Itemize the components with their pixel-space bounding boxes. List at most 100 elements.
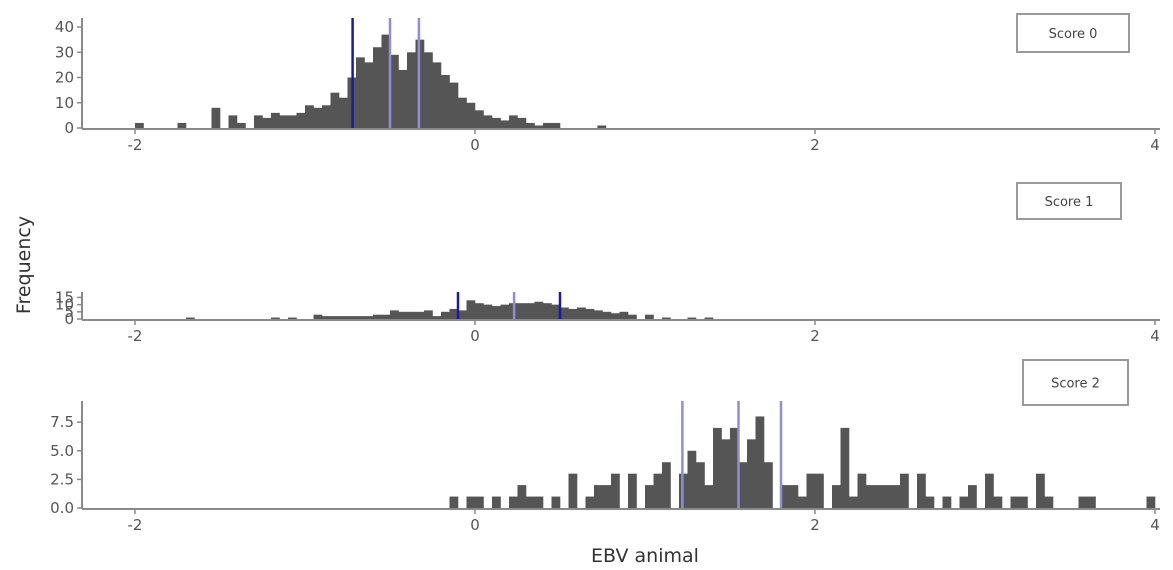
histogram-bar: [874, 485, 884, 508]
x-tick-label: 4: [1150, 516, 1160, 534]
histogram-bar: [798, 496, 807, 508]
histogram-bar: [1044, 496, 1054, 508]
x-tick-label: 0: [470, 136, 480, 154]
histogram-bar: [475, 303, 484, 319]
histogram-bar: [526, 122, 535, 128]
histogram-bar: [356, 57, 365, 128]
y-tick-label: 0: [64, 310, 74, 328]
histogram-bar: [228, 115, 238, 128]
histogram-bar: [517, 485, 527, 508]
x-tick-label: 2: [810, 327, 820, 345]
histogram-bar: [441, 75, 450, 128]
histogram-bar: [381, 34, 391, 129]
histogram-bar: [917, 473, 926, 508]
histogram-bar: [551, 496, 561, 508]
histogram-bar: [424, 310, 433, 320]
histogram-bar: [611, 313, 620, 319]
legend-label: Score 1: [1045, 195, 1094, 210]
histogram-bar: [381, 314, 391, 319]
histogram-bar: [704, 317, 714, 319]
x-tick-label: 2: [810, 516, 820, 534]
histogram-bar: [483, 115, 493, 128]
histogram-bar: [237, 122, 246, 128]
histogram-bar: [279, 115, 289, 128]
histogram-bar: [271, 317, 280, 319]
histogram-bar: [492, 496, 501, 508]
histogram-bar: [738, 462, 748, 508]
histogram-bar: [755, 416, 765, 508]
histogram-bar: [483, 304, 493, 320]
histogram-bar: [339, 316, 348, 320]
histogram-bar: [959, 496, 969, 508]
histogram-bar: [806, 473, 816, 508]
histogram-bar: [330, 92, 340, 128]
histogram-bar: [857, 473, 867, 508]
histogram-bar: [534, 496, 544, 508]
histogram-bar: [594, 310, 603, 320]
histogram-bar: [330, 316, 340, 320]
histogram-bar: [1019, 496, 1028, 508]
y-tick-label: 7.5: [50, 413, 74, 431]
histogram-bar: [840, 427, 850, 508]
histogram-bar: [373, 47, 382, 128]
y-tick-label: 40: [55, 18, 74, 36]
histogram-bar: [747, 439, 756, 508]
y-tick-label: 0: [64, 119, 74, 137]
y-tick-label: 10: [55, 94, 74, 112]
histogram-bar: [458, 97, 467, 128]
histogram-bar: [313, 314, 323, 319]
histogram-bar: [254, 115, 263, 128]
histogram-bar: [781, 485, 790, 508]
histogram-bar: [186, 317, 195, 319]
x-tick-label: -2: [128, 327, 143, 345]
histogram-bar: [602, 485, 612, 508]
histogram-bar: [534, 301, 544, 319]
histogram-bar: [271, 112, 280, 128]
histogram-bar: [398, 69, 408, 128]
histogram-bar: [492, 117, 501, 128]
histogram-bar: [628, 473, 637, 508]
histogram-bar: [1146, 496, 1156, 508]
histogram-bar: [339, 97, 348, 128]
x-tick-label: -2: [128, 136, 143, 154]
histogram-bar: [1078, 496, 1088, 508]
histogram-bar: [526, 303, 535, 319]
histogram-bar: [449, 82, 459, 128]
histogram-bar: [883, 485, 892, 508]
x-tick-label: -2: [128, 516, 143, 534]
histogram-bar: [407, 52, 416, 128]
histogram-bar: [441, 311, 450, 319]
histogram-bar: [288, 317, 297, 319]
histogram-bar: [322, 105, 331, 128]
legend-box: [1022, 359, 1129, 406]
histogram-bar: [942, 496, 952, 508]
histogram-bar: [466, 102, 476, 128]
x-tick-label: 4: [1150, 327, 1160, 345]
histogram-bar: [1087, 496, 1096, 508]
histogram-bar: [653, 473, 663, 508]
histogram-bar: [135, 122, 144, 128]
histogram-bar: [849, 496, 858, 508]
histogram-bar: [628, 314, 637, 319]
y-tick-label: 30: [55, 43, 74, 61]
legend-box: [1016, 13, 1130, 53]
y-tick-label: 0.0: [50, 499, 74, 517]
histogram-bar: [288, 115, 297, 128]
histogram-bar: [815, 473, 824, 508]
histogram-bar: [449, 496, 459, 508]
legend-label: Score 0: [1049, 27, 1098, 42]
histogram-bar: [356, 316, 365, 320]
histogram-bar: [721, 439, 731, 508]
histogram-bar: [475, 110, 484, 128]
histogram-bar: [500, 304, 510, 320]
histogram-bar: [475, 496, 484, 508]
histogram-bar: [713, 427, 722, 508]
histogram-bar: [390, 310, 399, 320]
x-tick-label: 0: [470, 516, 480, 534]
histogram-bar: [577, 307, 586, 319]
histogram-bar: [696, 462, 705, 508]
y-tick-label: 10: [55, 296, 74, 314]
